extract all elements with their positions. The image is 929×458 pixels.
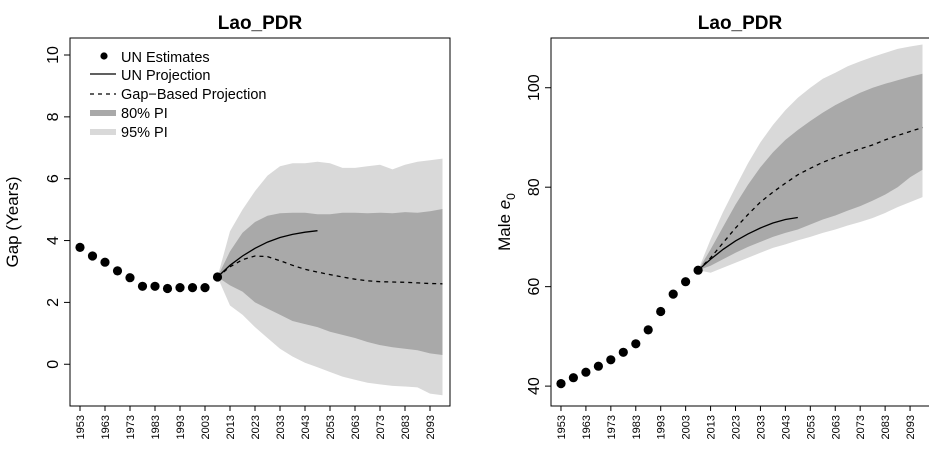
y-axis: 0 2 4 6 8 10 [45, 46, 71, 369]
y-tick-label: 60 [526, 278, 543, 296]
estimate-point [212, 272, 223, 282]
gap-chart-panel: Lao_PDR 1953 1963 1973 1983 1993 2003 2013 2023… [3, 13, 451, 439]
x-tick-label: 1973 [606, 415, 618, 439]
x-tick-label: 2043 [300, 415, 312, 439]
estimate-point [75, 242, 85, 252]
x-tick-label: 2073 [375, 415, 387, 439]
pi80-band [217, 209, 443, 355]
x-tick-label: 1953 [556, 415, 568, 439]
estimate-point [668, 289, 678, 299]
estimate-point [693, 265, 703, 275]
y-axis: 40 60 80 100 [526, 74, 552, 395]
estimate-point [150, 281, 160, 291]
x-tick-label: 2053 [325, 415, 337, 439]
x-tick-label: 1953 [75, 415, 87, 439]
estimate-point [556, 379, 566, 389]
y-tick-label: 100 [526, 74, 543, 101]
estimate-point [618, 347, 628, 357]
estimate-point [643, 325, 653, 335]
prediction-interval-bands [698, 44, 923, 273]
x-tick-label: 2083 [400, 415, 412, 439]
x-axis: 1953 1963 1973 1983 1993 2003 2013 2023 2033 2043… [556, 405, 917, 439]
y-tick-label: 8 [45, 112, 62, 121]
prediction-interval-bands [217, 158, 443, 396]
x-tick-label: 2033 [275, 415, 287, 439]
x-tick-label: 2013 [225, 415, 237, 439]
estimate-point [87, 251, 98, 261]
estimate-point [681, 277, 691, 287]
estimate-point [581, 367, 591, 377]
x-tick-label: 1993 [656, 415, 668, 439]
y-axis-label: Gap (Years) [3, 176, 22, 267]
x-tick-label: 2003 [681, 415, 693, 439]
y-axis-label-main: Male [495, 209, 514, 251]
male-e0-chart-panel: Lao_PDR 1953 1963 1973 1983 1993 2003 2013 2023… [495, 13, 929, 439]
x-tick-label: 1973 [125, 415, 137, 439]
estimate-point [568, 373, 579, 383]
x-tick-label: 2063 [830, 415, 842, 439]
y-tick-label: 10 [45, 46, 62, 64]
y-tick-label: 0 [45, 360, 62, 369]
projection-lines [697, 126, 923, 271]
legend-marker-estimates [100, 52, 108, 60]
estimate-point [125, 273, 135, 283]
estimate-point [200, 283, 210, 293]
x-tick-label: 2043 [780, 415, 792, 439]
x-tick-label: 2093 [425, 415, 437, 439]
y-tick-label: 80 [526, 178, 543, 196]
gap-based-projection-line [217, 255, 443, 285]
projection-lines [217, 230, 443, 285]
estimate-point [187, 283, 198, 293]
x-tick-label: 2023 [731, 415, 743, 439]
legend-label-pi80: 80% PI [121, 106, 168, 122]
gap-based-projection-line [697, 126, 923, 271]
estimate-point [175, 283, 185, 293]
y-tick-label: 4 [45, 236, 62, 245]
x-tick-label: 1993 [175, 415, 187, 439]
estimate-points [556, 265, 703, 389]
x-tick-label: 1983 [631, 415, 643, 439]
y-axis-label-symbol: e [495, 200, 514, 209]
estimate-point [137, 281, 148, 291]
x-tick-label: 2053 [805, 415, 817, 439]
legend-label-pi95: 95% PI [121, 125, 168, 141]
estimate-point [656, 306, 666, 317]
x-tick-label: 1983 [150, 415, 162, 439]
estimate-points [75, 242, 223, 294]
estimate-point [631, 339, 641, 349]
x-tick-label: 2093 [905, 415, 917, 439]
x-tick-label: 2083 [880, 415, 892, 439]
x-tick-label: 2063 [350, 415, 362, 439]
x-tick-label: 2023 [250, 415, 262, 439]
x-tick-label: 2033 [755, 415, 767, 439]
estimate-point [112, 266, 123, 276]
estimate-point [606, 355, 616, 365]
pi80-band [698, 73, 923, 271]
un-projection-line [697, 216, 798, 271]
estimate-point [162, 283, 173, 294]
un-projection-line [217, 230, 318, 278]
legend-label-un-projection: UN Projection [121, 68, 210, 84]
legend: UN Estimates UN Projection Gap−Based Pro… [90, 50, 267, 141]
y-axis-label-subscript: 0 [504, 193, 518, 200]
estimate-point [593, 361, 604, 371]
legend-label-gap-projection: Gap−Based Projection [121, 87, 267, 103]
legend-label-estimates: UN Estimates [121, 50, 210, 66]
x-tick-label: 2003 [200, 415, 212, 439]
y-tick-label: 40 [526, 377, 543, 395]
x-axis: 1953 1963 1973 1983 1993 2003 2013 2023 2033 2043… [75, 405, 437, 439]
y-tick-label: 2 [45, 298, 62, 307]
estimate-point [100, 257, 110, 267]
x-tick-label: 1963 [100, 415, 112, 439]
chart-title: Lao_PDR [218, 13, 303, 34]
x-tick-label: 1963 [581, 415, 593, 439]
y-axis-label: Male e0 [495, 193, 518, 251]
x-tick-label: 2013 [706, 415, 718, 439]
y-tick-label: 6 [45, 174, 62, 183]
chart-title: Lao_PDR [698, 13, 783, 34]
x-tick-label: 2073 [855, 415, 867, 439]
